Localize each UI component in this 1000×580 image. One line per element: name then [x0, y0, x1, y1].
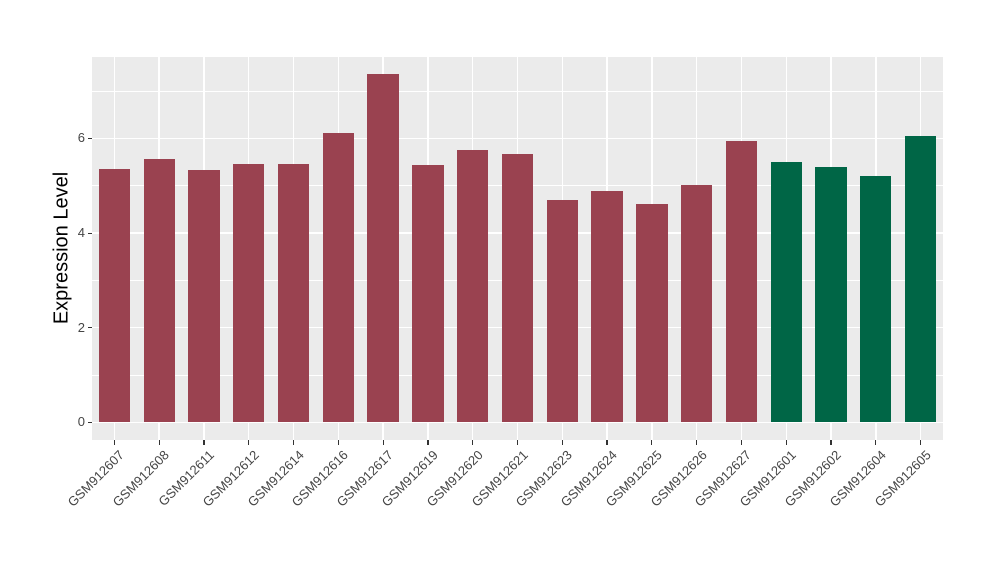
x-tick-mark-GSM912617 — [382, 440, 384, 445]
x-tick-mark-GSM912623 — [561, 440, 563, 445]
x-tick-mark-GSM912601 — [785, 440, 787, 445]
bar-GSM912604 — [860, 176, 892, 423]
x-tick-mark-GSM912620 — [472, 440, 474, 445]
x-tick-mark-GSM912614 — [292, 440, 295, 445]
bar-GSM912626 — [680, 184, 713, 423]
x-tick-mark-GSM912612 — [248, 440, 250, 445]
gridline-major-y-0 — [92, 421, 943, 424]
bar-GSM912605 — [904, 135, 937, 423]
x-tick-mark-GSM912627 — [740, 440, 743, 445]
y-tick-label-0: 0 — [77, 414, 85, 430]
x-tick-mark-GSM912625 — [651, 440, 653, 445]
x-tick-mark-GSM912611 — [203, 440, 205, 445]
bar-GSM912617 — [367, 74, 399, 423]
bar-GSM912607 — [98, 168, 131, 423]
x-tick-mark-GSM912626 — [696, 440, 698, 445]
bar-GSM912602 — [815, 167, 847, 423]
x-tick-mark-GSM912602 — [830, 440, 832, 445]
x-tick-mark-GSM912604 — [875, 440, 877, 445]
x-tick-mark-GSM912619 — [427, 440, 429, 445]
bar-GSM912625 — [636, 203, 668, 423]
x-tick-mark-GSM912624 — [606, 440, 608, 445]
y-axis: 0 2 4 6 — [0, 57, 92, 440]
bar-GSM912608 — [143, 159, 175, 423]
gridline-minor-y-7 — [92, 90, 943, 92]
gridline-major-y-6 — [92, 137, 943, 140]
y-tick-mark-4 — [87, 232, 92, 234]
bar-GSM912624 — [591, 191, 623, 423]
y-tick-label-4: 4 — [77, 225, 85, 241]
y-tick-label-2: 2 — [77, 320, 85, 336]
x-tick-mark-GSM912605 — [920, 440, 922, 445]
y-tick-mark-0 — [87, 421, 92, 424]
bar-GSM912612 — [233, 163, 265, 423]
bar-GSM912621 — [501, 154, 534, 423]
x-tick-mark-GSM912608 — [158, 440, 160, 445]
x-axis: GSM912607 GSM912608 GSM912611 GSM912612 GSM9… — [65, 440, 943, 580]
x-tick-mark-GSM912607 — [113, 440, 115, 445]
y-tick-mark-6 — [87, 137, 92, 140]
bar-GSM912616 — [322, 132, 354, 423]
bar-GSM912611 — [188, 170, 220, 423]
bar-GSM912619 — [412, 164, 444, 423]
bar-GSM912601 — [770, 162, 802, 423]
bar-GSM912614 — [277, 163, 310, 423]
x-tick-mark-GSM912616 — [337, 440, 339, 445]
x-tick-mark-GSM912621 — [516, 440, 519, 445]
bar-GSM912623 — [546, 200, 578, 423]
plot-panel — [92, 57, 943, 440]
y-tick-mark-2 — [87, 327, 92, 329]
bar-GSM912627 — [725, 141, 758, 423]
bar-GSM912620 — [457, 150, 489, 423]
y-tick-label-6: 6 — [77, 130, 85, 146]
